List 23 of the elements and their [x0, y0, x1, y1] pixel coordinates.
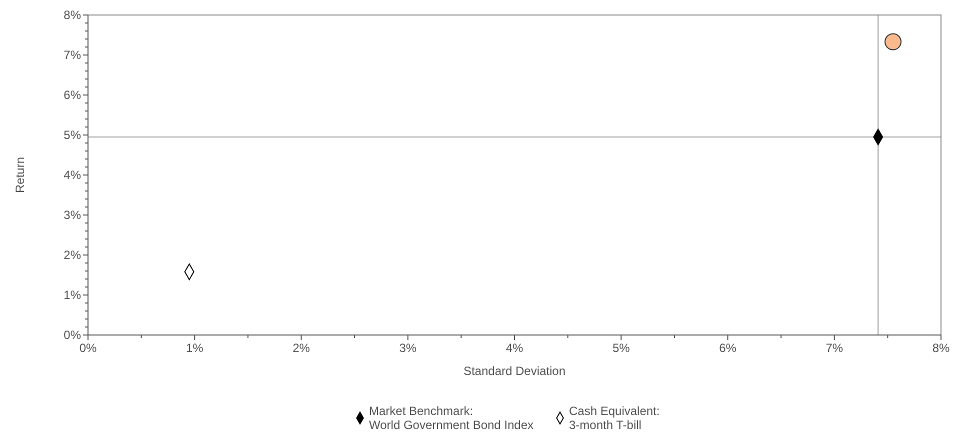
x-tick-label: 4%	[506, 341, 524, 355]
y-tick-label: 6%	[64, 88, 82, 102]
y-tick-label: 7%	[64, 48, 82, 62]
x-tick-label: 5%	[612, 341, 630, 355]
y-tick-label: 0%	[64, 328, 82, 342]
x-tick-label: 2%	[292, 341, 310, 355]
x-tick-label: 3%	[399, 341, 417, 355]
x-axis-title: Standard Deviation	[463, 364, 566, 378]
y-tick-label: 3%	[64, 208, 82, 222]
y-tick-label: 2%	[64, 248, 82, 262]
x-tick-label: 6%	[719, 341, 737, 355]
y-axis-title: Return	[13, 156, 27, 194]
y-tick-label: 8%	[64, 8, 82, 22]
x-tick-label: 7%	[826, 341, 844, 355]
y-tick-label: 5%	[64, 128, 82, 142]
x-tick-label: 1%	[186, 341, 204, 355]
legend-label: Market Benchmark: World Government Bond Index	[369, 404, 534, 432]
y-tick-label: 4%	[64, 168, 82, 182]
y-tick-label: 1%	[64, 288, 82, 302]
point	[884, 33, 902, 50]
legend-label: Cash Equivalent: 3-month T-bill	[569, 404, 660, 432]
x-tick-label: 8%	[932, 341, 950, 355]
x-tick-label: 0%	[79, 341, 97, 355]
